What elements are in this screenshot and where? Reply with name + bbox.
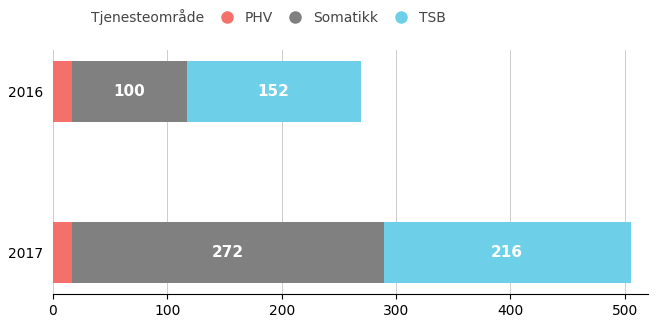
Bar: [72, 222, 383, 283]
Text: 100: 100: [114, 84, 145, 99]
Bar: [186, 61, 361, 122]
Text: 152: 152: [258, 84, 290, 99]
Text: 216: 216: [491, 245, 523, 260]
Bar: [53, 222, 72, 283]
Legend: Tjenesteområde, PHV, Somatikk, TSB: Tjenesteområde, PHV, Somatikk, TSB: [54, 3, 451, 30]
Text: 272: 272: [212, 245, 244, 260]
Bar: [72, 61, 187, 122]
Bar: [383, 222, 631, 283]
Bar: [53, 61, 72, 122]
